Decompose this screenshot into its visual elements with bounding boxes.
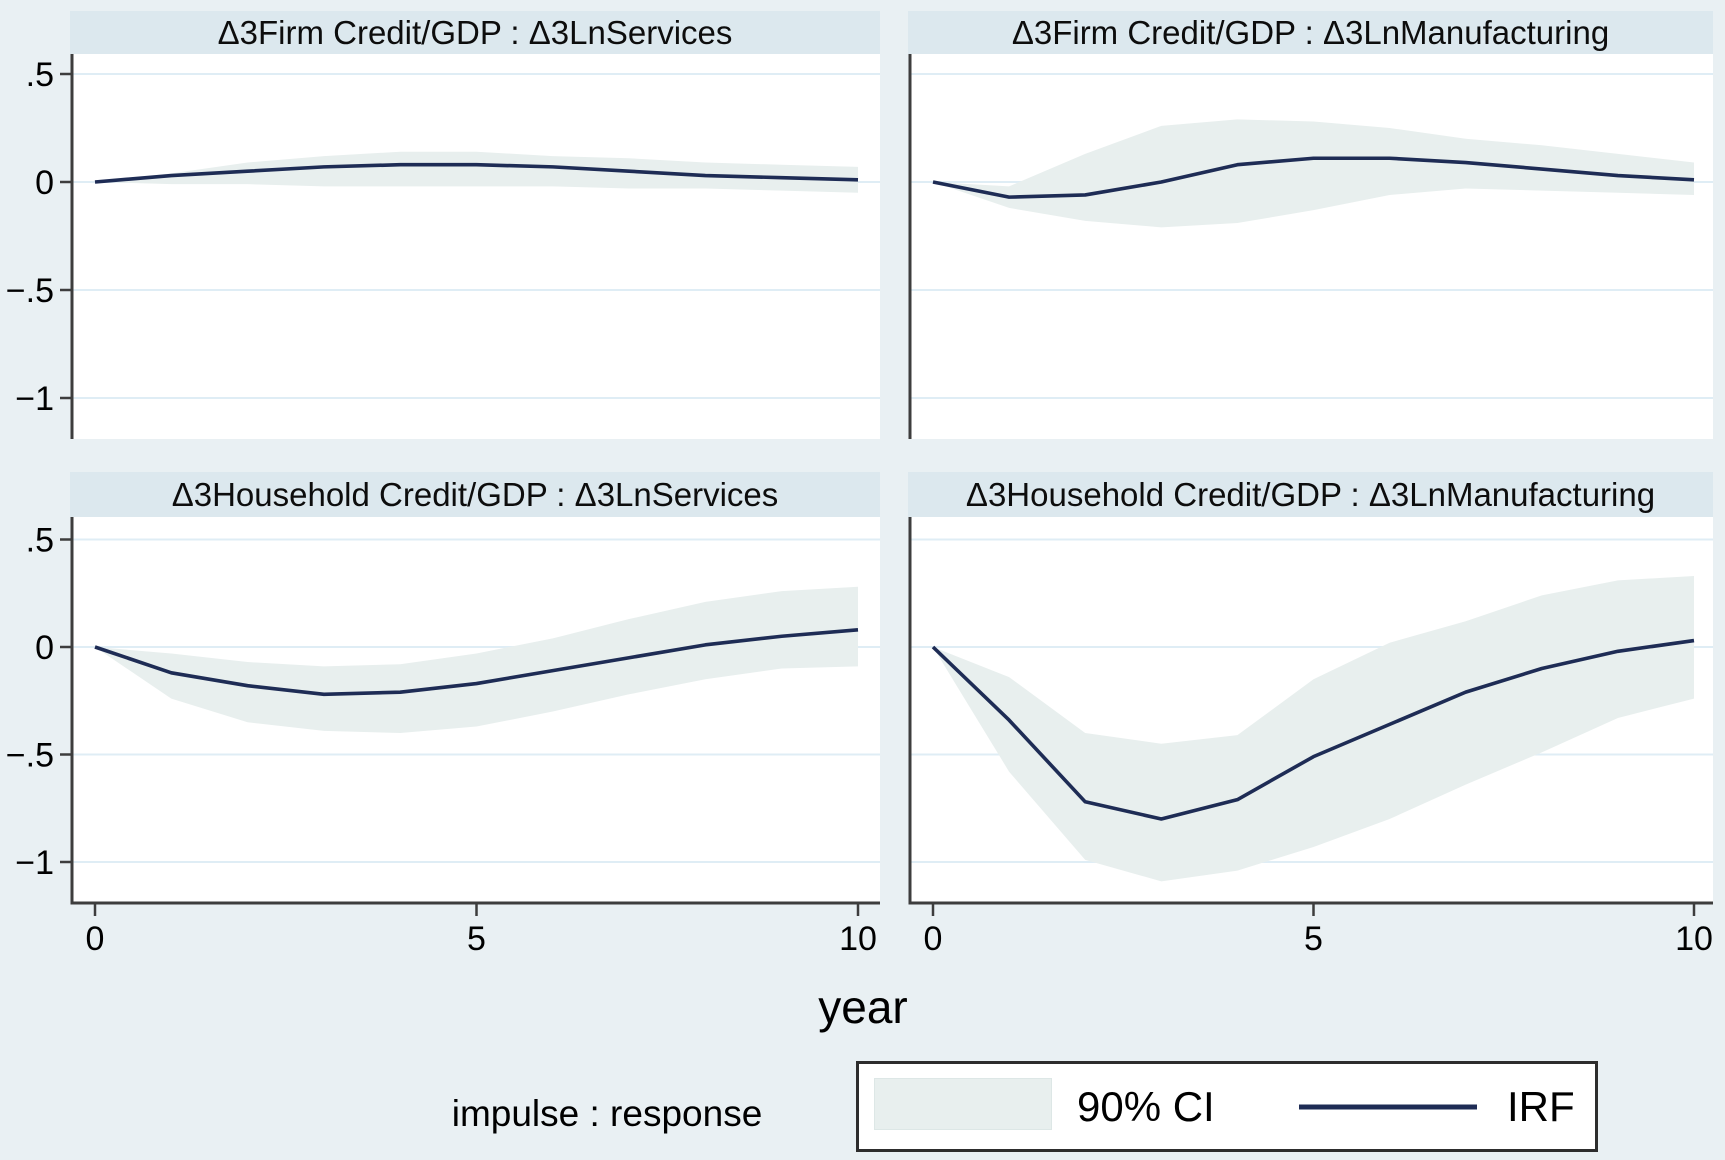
panel-title-band-household-services: Δ3Household Credit/GDP : Δ3LnServices — [70, 472, 880, 517]
irf-line — [94, 628, 859, 697]
plot-area-firm-manufacturing — [910, 54, 1713, 439]
x-tick-label: 0 — [86, 920, 105, 958]
legend-irf-line-sample — [1299, 1104, 1477, 1109]
y-tick-label: 0 — [35, 629, 54, 667]
panel-title: Δ3Firm Credit/GDP : Δ3LnServices — [217, 13, 733, 51]
ci-area — [95, 151, 858, 193]
ci-area — [933, 576, 1694, 882]
y-tick-label: −.5 — [6, 272, 54, 310]
legend: 90% CI IRF — [856, 1061, 1598, 1152]
x-tick-label: 0 — [924, 920, 943, 958]
x-axis-title: year — [818, 981, 908, 1033]
legend-irf-label: IRF — [1507, 1082, 1575, 1130]
irf-line — [932, 156, 1695, 199]
ci-area — [933, 119, 1694, 228]
y-tick-label: .5 — [26, 521, 54, 559]
y-tick-label: .5 — [26, 56, 54, 94]
y-tick-label: 0 — [35, 164, 54, 202]
panel-title: Δ3Household Credit/GDP : Δ3LnServices — [171, 475, 779, 513]
x-tick-label: 10 — [1675, 920, 1713, 958]
y-tick-label: −1 — [15, 380, 54, 418]
panel-title-band-household-manufacturing: Δ3Household Credit/GDP : Δ3LnManufacturi… — [908, 472, 1713, 517]
irf-line — [931, 638, 1695, 821]
figure-caption: impulse : response — [451, 1093, 763, 1134]
legend-ci-swatch — [874, 1078, 1052, 1130]
x-tick-label: 5 — [467, 920, 486, 958]
x-tick-label: 10 — [839, 920, 877, 958]
panel-title-band-firm-services: Δ3Firm Credit/GDP : Δ3LnServices — [70, 11, 880, 54]
ci-area — [95, 586, 858, 733]
plot-area-firm-services — [72, 54, 880, 439]
panel-title-band-firm-manufacturing: Δ3Firm Credit/GDP : Δ3LnManufacturing — [908, 11, 1713, 54]
y-tick-label: −.5 — [6, 736, 54, 774]
legend-ci-label: 90% CI — [1077, 1082, 1215, 1130]
panel-title: Δ3Household Credit/GDP : Δ3LnManufacturi… — [965, 475, 1656, 513]
y-tick-label: −1 — [15, 844, 54, 882]
irf-line — [94, 162, 859, 184]
panel-title: Δ3Firm Credit/GDP : Δ3LnManufacturing — [1011, 13, 1610, 51]
x-tick-label: 5 — [1304, 920, 1323, 958]
